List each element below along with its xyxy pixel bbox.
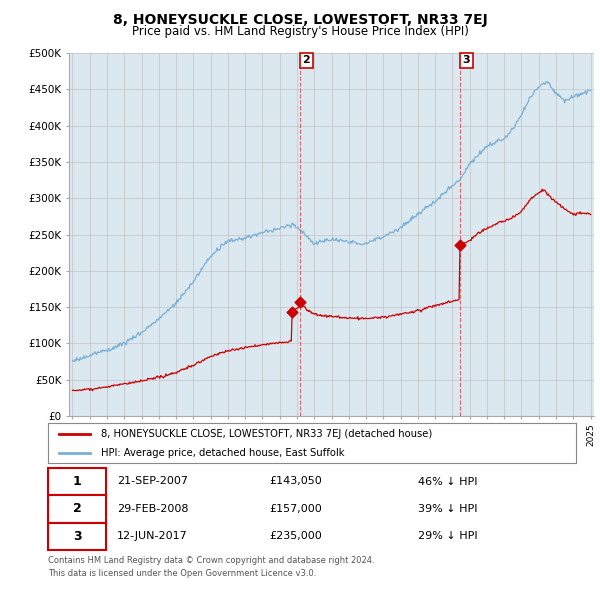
- Text: 2: 2: [73, 502, 82, 516]
- Text: 8, HONEYSUCKLE CLOSE, LOWESTOFT, NR33 7EJ (detached house): 8, HONEYSUCKLE CLOSE, LOWESTOFT, NR33 7E…: [101, 430, 432, 440]
- Point: [287, 307, 297, 317]
- Text: 8, HONEYSUCKLE CLOSE, LOWESTOFT, NR33 7EJ: 8, HONEYSUCKLE CLOSE, LOWESTOFT, NR33 7E…: [113, 13, 487, 27]
- Text: Price paid vs. HM Land Registry's House Price Index (HPI): Price paid vs. HM Land Registry's House …: [131, 25, 469, 38]
- Text: £157,000: £157,000: [270, 504, 323, 514]
- Text: 2: 2: [302, 55, 310, 65]
- Text: This data is licensed under the Open Government Licence v3.0.: This data is licensed under the Open Gov…: [48, 569, 316, 578]
- Text: £235,000: £235,000: [270, 531, 323, 541]
- Text: 46% ↓ HPI: 46% ↓ HPI: [418, 477, 477, 487]
- FancyBboxPatch shape: [48, 495, 106, 523]
- Text: £143,050: £143,050: [270, 477, 323, 487]
- Text: 29% ↓ HPI: 29% ↓ HPI: [418, 531, 477, 541]
- Text: 39% ↓ HPI: 39% ↓ HPI: [418, 504, 477, 514]
- Text: 3: 3: [463, 55, 470, 65]
- Text: 21-SEP-2007: 21-SEP-2007: [116, 477, 188, 487]
- Point: [455, 241, 465, 250]
- Text: 12-JUN-2017: 12-JUN-2017: [116, 531, 187, 541]
- Point: [295, 297, 305, 307]
- Text: Contains HM Land Registry data © Crown copyright and database right 2024.: Contains HM Land Registry data © Crown c…: [48, 556, 374, 565]
- FancyBboxPatch shape: [48, 468, 106, 495]
- FancyBboxPatch shape: [48, 523, 106, 550]
- Text: 1: 1: [73, 475, 82, 488]
- Text: 29-FEB-2008: 29-FEB-2008: [116, 504, 188, 514]
- Text: HPI: Average price, detached house, East Suffolk: HPI: Average price, detached house, East…: [101, 448, 344, 458]
- Text: 3: 3: [73, 530, 82, 543]
